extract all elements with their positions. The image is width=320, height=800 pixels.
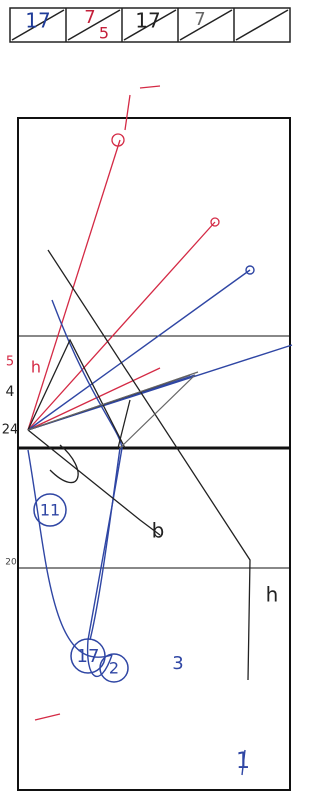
score-sub: 5 [99, 24, 109, 43]
side-mark: 5 [6, 355, 14, 370]
player-number: 11 [40, 501, 60, 520]
player-number: 1 [236, 749, 250, 774]
court-diagram: 17 7 5 17 7 11 17 2 3 1 h b h 4 24 5 [0, 0, 294, 800]
page: 17 7 5 17 7 11 17 2 3 1 h b h 4 24 5 [0, 0, 320, 800]
mark: h [31, 358, 41, 377]
side-mark: 24 [2, 423, 19, 438]
player-number: 3 [172, 653, 183, 674]
black-paths [28, 250, 250, 680]
score-number: 7 [194, 9, 205, 30]
score-number: 17 [25, 9, 50, 33]
score-number: 17 [135, 9, 160, 33]
player-number: 2 [109, 659, 119, 678]
side-mark: 20 [5, 558, 17, 568]
score-number: 7 [84, 7, 95, 28]
red-paths [28, 86, 219, 720]
mark: b [152, 519, 165, 543]
mark: h [266, 583, 279, 607]
side-mark: 4 [6, 384, 15, 400]
player-number: 17 [77, 646, 100, 667]
